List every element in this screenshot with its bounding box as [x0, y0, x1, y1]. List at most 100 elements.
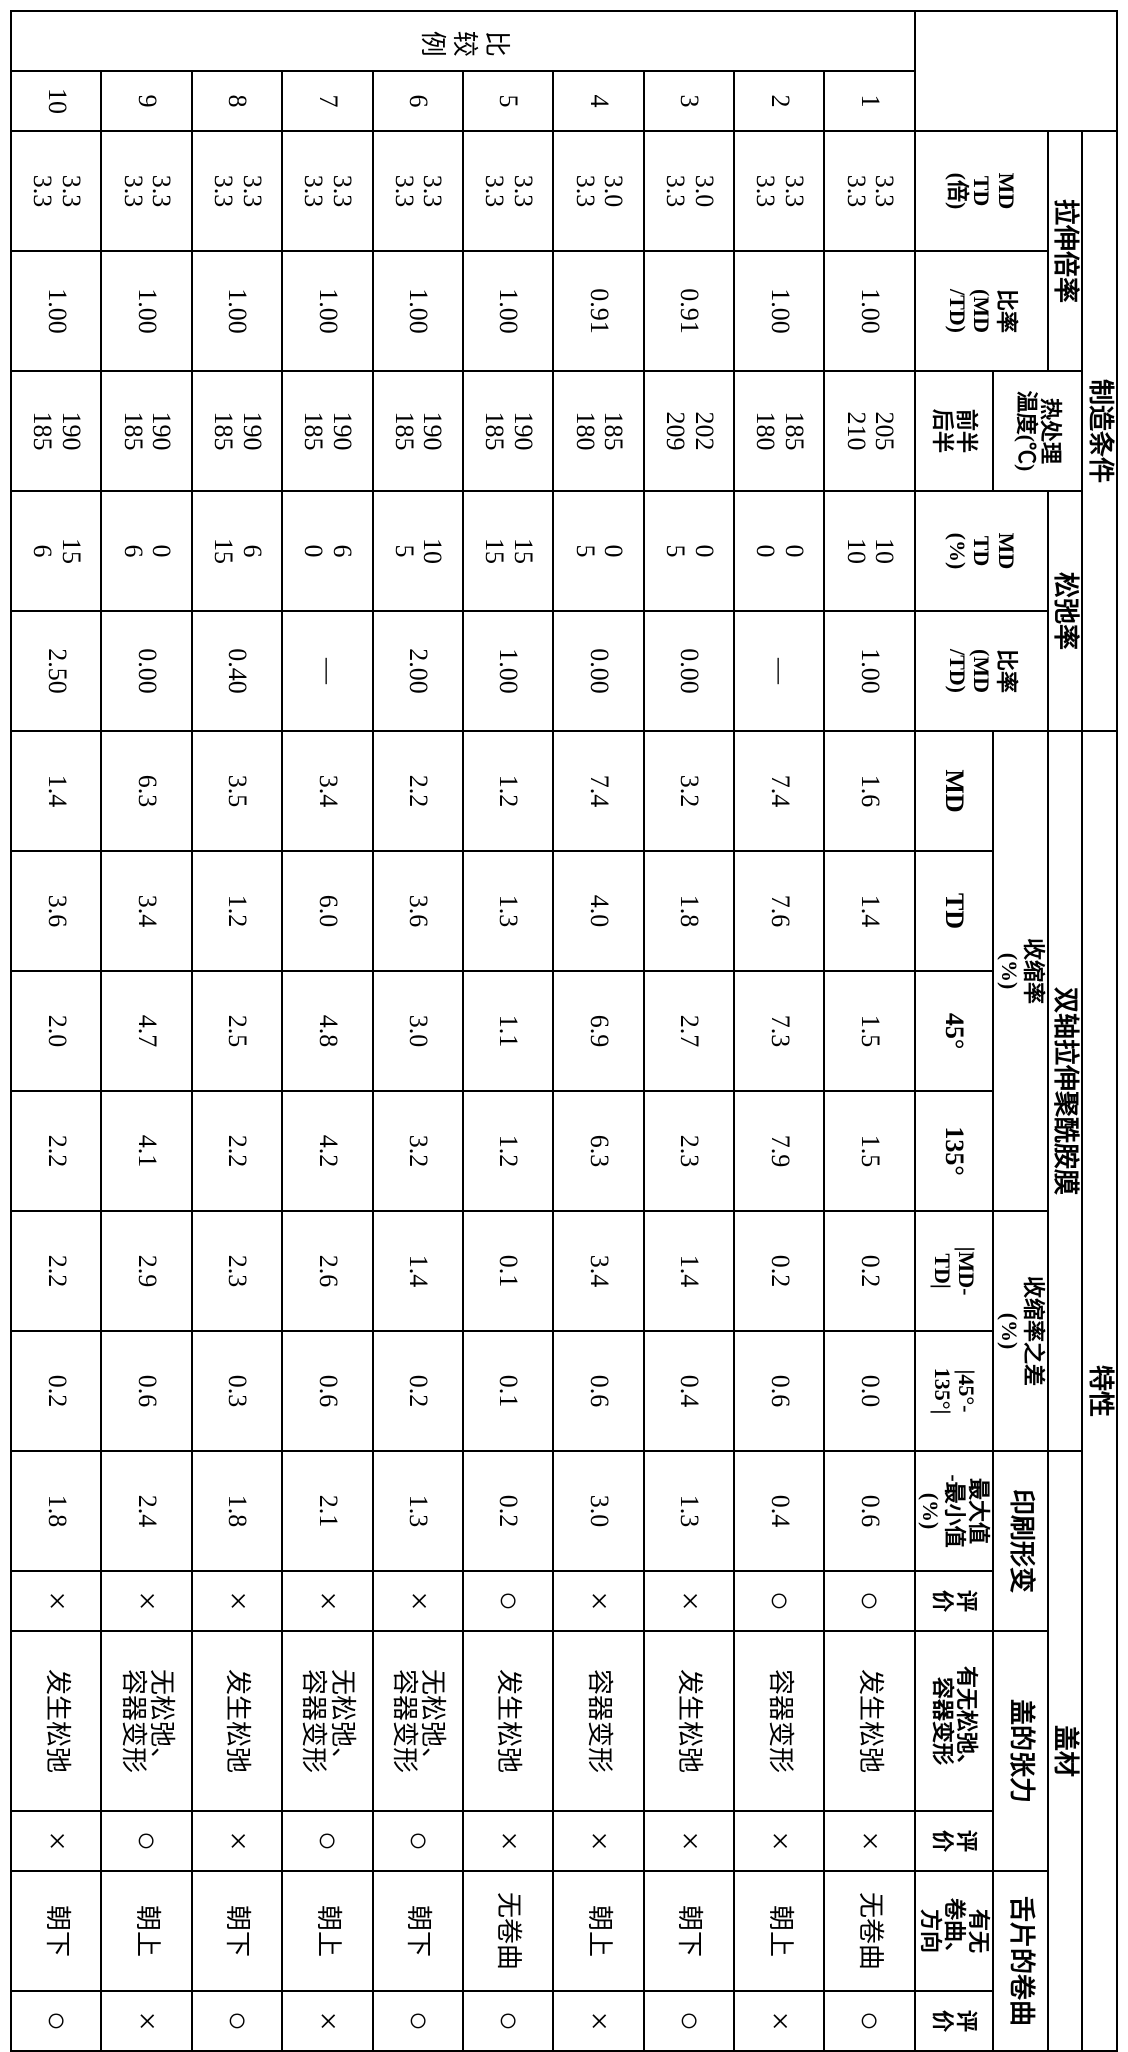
cell-print-eval: ○ — [463, 1571, 553, 1631]
cell-stretch-mdtd: 3.03.3 — [553, 131, 643, 251]
cell-tension-eval: ○ — [282, 1811, 372, 1871]
cell-d-mdtd: 2.6 — [282, 1211, 372, 1331]
cell-curl-eval: ○ — [644, 1991, 734, 2051]
cell-relax-mdtd: 615 — [192, 491, 282, 611]
cell-sh-45: 1.1 — [463, 971, 553, 1091]
row-num: 5 — [463, 71, 553, 131]
cell-relax-mdtd: 156 — [11, 491, 102, 611]
cell-tension-eval: × — [553, 1811, 643, 1871]
table-row: 43.03.30.91185180050.007.44.06.96.33.40.… — [553, 11, 643, 2051]
cell-print-val: 3.0 — [553, 1451, 643, 1571]
hdr-relax-ratio: 比率(MD/TD) — [915, 611, 1048, 731]
hdr-135: 135° — [915, 1091, 994, 1211]
hdr-td: TD — [915, 851, 994, 971]
cell-sh-135: 4.2 — [282, 1091, 372, 1211]
cell-d-45: 0.6 — [734, 1331, 824, 1451]
cell-print-eval: × — [553, 1571, 643, 1631]
cell-tension-txt: 无松弛、容器变形 — [373, 1631, 463, 1811]
row-num: 7 — [282, 71, 372, 131]
cell-tension-txt: 容器变形 — [734, 1631, 824, 1811]
cell-sh-md: 7.4 — [734, 731, 824, 851]
cell-d-45: 0.6 — [282, 1331, 372, 1451]
cell-heat: 190185 — [11, 371, 102, 491]
cell-sh-td: 4.0 — [553, 851, 643, 971]
cell-sh-md: 3.4 — [282, 731, 372, 851]
cell-sh-td: 7.6 — [734, 851, 824, 971]
cell-tension-txt: 发生松弛 — [463, 1631, 553, 1811]
cell-sh-45: 3.0 — [373, 971, 463, 1091]
cell-print-val: 1.3 — [373, 1451, 463, 1571]
table-row: 33.03.30.91202209050.003.21.82.72.31.40.… — [644, 11, 734, 2051]
cell-heat: 205210 — [825, 371, 915, 491]
cell-d-45: 0.0 — [825, 1331, 915, 1451]
cell-print-val: 1.8 — [192, 1451, 282, 1571]
cell-relax-mdtd: 00 — [734, 491, 824, 611]
cell-stretch-ratio: 0.91 — [644, 251, 734, 371]
cell-print-val: 2.4 — [102, 1451, 192, 1571]
cell-tension-txt: 发生松弛 — [192, 1631, 282, 1811]
cell-curl-txt: 朝上 — [553, 1871, 643, 1991]
hdr-print: 印刷形变 — [993, 1451, 1047, 1631]
cell-curl-eval: × — [282, 1991, 372, 2051]
cell-stretch-ratio: 1.00 — [282, 251, 372, 371]
cell-sh-45: 2.0 — [11, 971, 102, 1091]
hdr-lid: 盖材 — [1048, 1451, 1083, 2051]
hdr-relax: 松弛率 — [1048, 491, 1083, 731]
cell-stretch-mdtd: 3.33.3 — [463, 131, 553, 251]
cell-tension-txt: 发生松弛 — [825, 1631, 915, 1811]
hdr-tension-txt: 有无松弛、容器变形 — [915, 1631, 994, 1811]
cell-d-45: 0.4 — [644, 1331, 734, 1451]
cell-d-mdtd: 2.2 — [11, 1211, 102, 1331]
cell-stretch-ratio: 1.00 — [734, 251, 824, 371]
cell-sh-md: 1.2 — [463, 731, 553, 851]
cell-sh-td: 3.4 — [102, 851, 192, 971]
cell-heat: 185180 — [553, 371, 643, 491]
cell-sh-md: 6.3 — [102, 731, 192, 851]
cell-stretch-mdtd: 3.33.3 — [373, 131, 463, 251]
cell-sh-md: 1.6 — [825, 731, 915, 851]
row-num: 3 — [644, 71, 734, 131]
cell-heat: 190185 — [282, 371, 372, 491]
cell-curl-txt: 无卷曲 — [825, 1871, 915, 1991]
cell-sh-135: 6.3 — [553, 1091, 643, 1211]
table-row: 103.33.31.001901851562.501.43.62.02.22.2… — [11, 11, 102, 2051]
cell-tension-eval: ○ — [102, 1811, 192, 1871]
cell-sh-135: 4.1 — [102, 1091, 192, 1211]
hdr-eval-3: 评价 — [915, 1991, 994, 2051]
cell-curl-eval: ○ — [192, 1991, 282, 2051]
cell-curl-txt: 朝上 — [282, 1871, 372, 1991]
cell-stretch-mdtd: 3.33.3 — [825, 131, 915, 251]
cell-d-45: 0.6 — [553, 1331, 643, 1451]
cell-d-45: 0.6 — [102, 1331, 192, 1451]
table-row: 53.33.31.0019018515151.001.21.31.11.20.1… — [463, 11, 553, 2051]
cell-d-45: 0.3 — [192, 1331, 282, 1451]
cell-relax-mdtd: 06 — [102, 491, 192, 611]
cell-tension-txt: 无松弛、容器变形 — [282, 1631, 372, 1811]
cell-tension-txt: 无松弛、容器变形 — [102, 1631, 192, 1811]
cell-relax-ratio: 2.50 — [11, 611, 102, 731]
table-row: 比较例13.33.31.0020521010101.001.61.41.51.5… — [825, 11, 915, 2051]
cell-tension-eval: × — [825, 1811, 915, 1871]
cell-d-45: 0.2 — [373, 1331, 463, 1451]
hdr-shrink-diff: 收缩率之差(%) — [993, 1211, 1047, 1451]
cell-tension-eval: × — [644, 1811, 734, 1871]
cell-print-val: 0.2 — [463, 1451, 553, 1571]
cell-curl-eval: ○ — [825, 1991, 915, 2051]
cell-tension-txt: 发生松弛 — [644, 1631, 734, 1811]
cell-stretch-ratio: 1.00 — [102, 251, 192, 371]
cell-stretch-mdtd: 3.33.3 — [11, 131, 102, 251]
cell-stretch-mdtd: 3.33.3 — [282, 131, 372, 251]
hdr-eval-1: 评价 — [915, 1571, 994, 1631]
cell-stretch-ratio: 0.91 — [553, 251, 643, 371]
cell-curl-eval: ○ — [373, 1991, 463, 2051]
cell-sh-md: 3.5 — [192, 731, 282, 851]
cell-curl-txt: 朝下 — [192, 1871, 282, 1991]
cell-curl-txt: 朝下 — [11, 1871, 102, 1991]
hdr-heat-fb: 前半后半 — [915, 371, 994, 491]
cell-stretch-ratio: 1.00 — [825, 251, 915, 371]
cell-print-eval: × — [373, 1571, 463, 1631]
cell-tension-eval: ○ — [373, 1811, 463, 1871]
compare-label: 比较例 — [11, 11, 915, 71]
cell-relax-mdtd: 1515 — [463, 491, 553, 611]
cell-sh-md: 7.4 — [553, 731, 643, 851]
